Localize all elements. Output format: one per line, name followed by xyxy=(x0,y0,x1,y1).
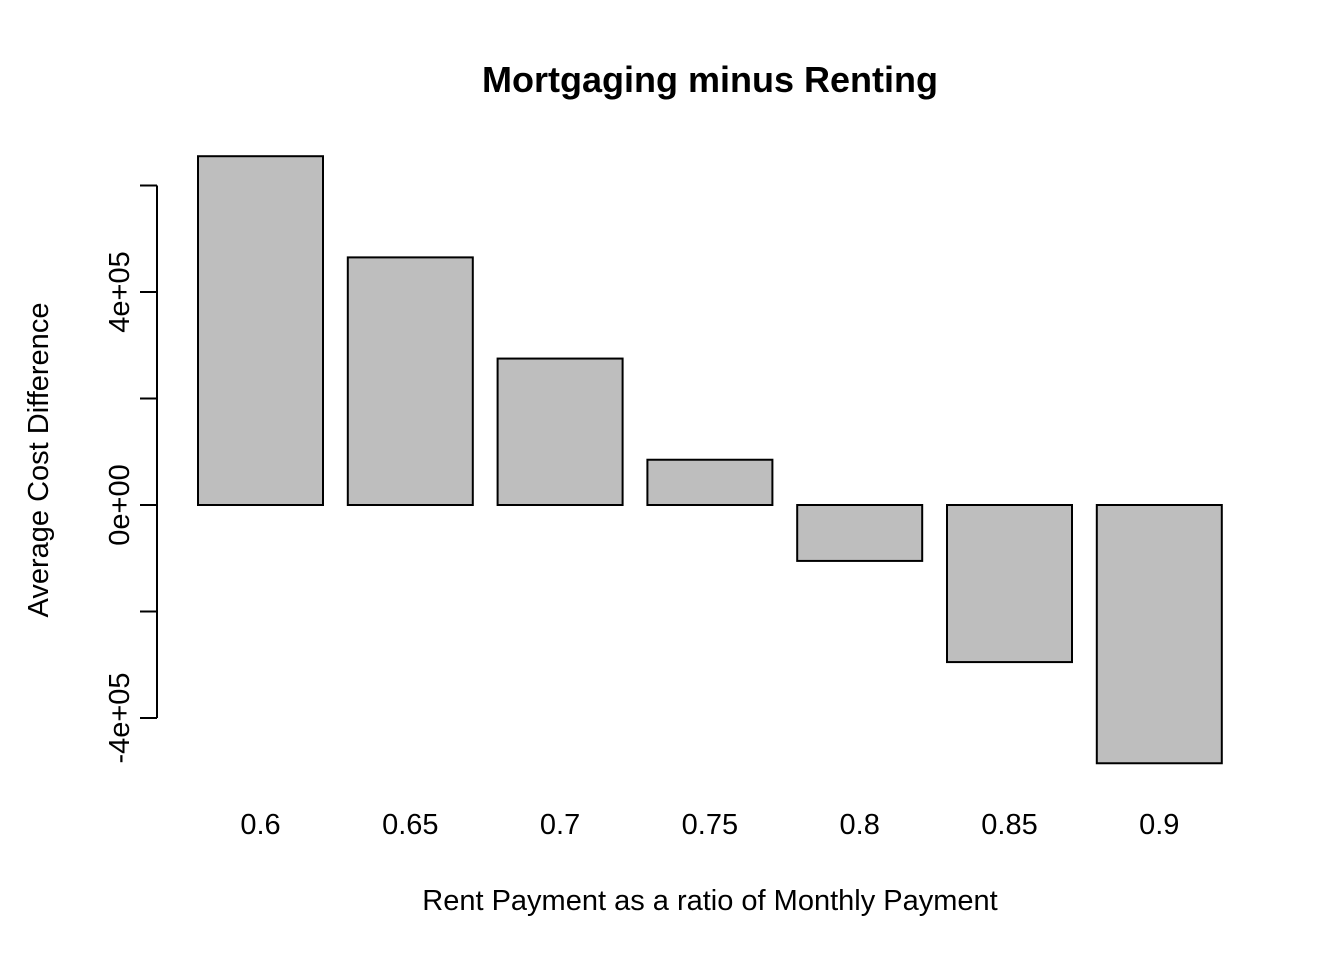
chart-title: Mortgaging minus Renting xyxy=(482,59,938,100)
y-tick-label: 0e+00 xyxy=(104,464,136,545)
bar-0-75 xyxy=(646,458,774,506)
x-tick-label: 0.85 xyxy=(981,809,1037,841)
y-tick-label: -4e+05 xyxy=(104,672,136,763)
bars-group xyxy=(197,155,1223,765)
bar-0-8 xyxy=(796,504,924,562)
x-axis-label: Rent Payment as a ratio of Monthly Payme… xyxy=(422,885,997,917)
x-tick-labels: 0.6 0.65 0.7 0.75 0.8 0.85 0.9 xyxy=(240,809,1179,841)
bar-0-7 xyxy=(496,357,624,506)
y-axis: -4e+05 0e+00 4e+05 xyxy=(104,184,158,764)
bar-0-65 xyxy=(346,256,474,507)
x-tick-label: 0.9 xyxy=(1139,809,1179,841)
x-tick-label: 0.6 xyxy=(240,809,280,841)
x-tick-label: 0.65 xyxy=(382,809,438,841)
x-tick-label: 0.75 xyxy=(682,809,738,841)
bar-0-85 xyxy=(946,504,1073,664)
bar-0-6 xyxy=(197,155,324,506)
bar-0-9 xyxy=(1095,504,1223,765)
y-tick-label: 4e+05 xyxy=(104,251,136,332)
x-tick-label: 0.7 xyxy=(540,809,580,841)
y-axis-label: Average Cost Difference xyxy=(23,303,55,618)
x-tick-label: 0.8 xyxy=(840,809,880,841)
